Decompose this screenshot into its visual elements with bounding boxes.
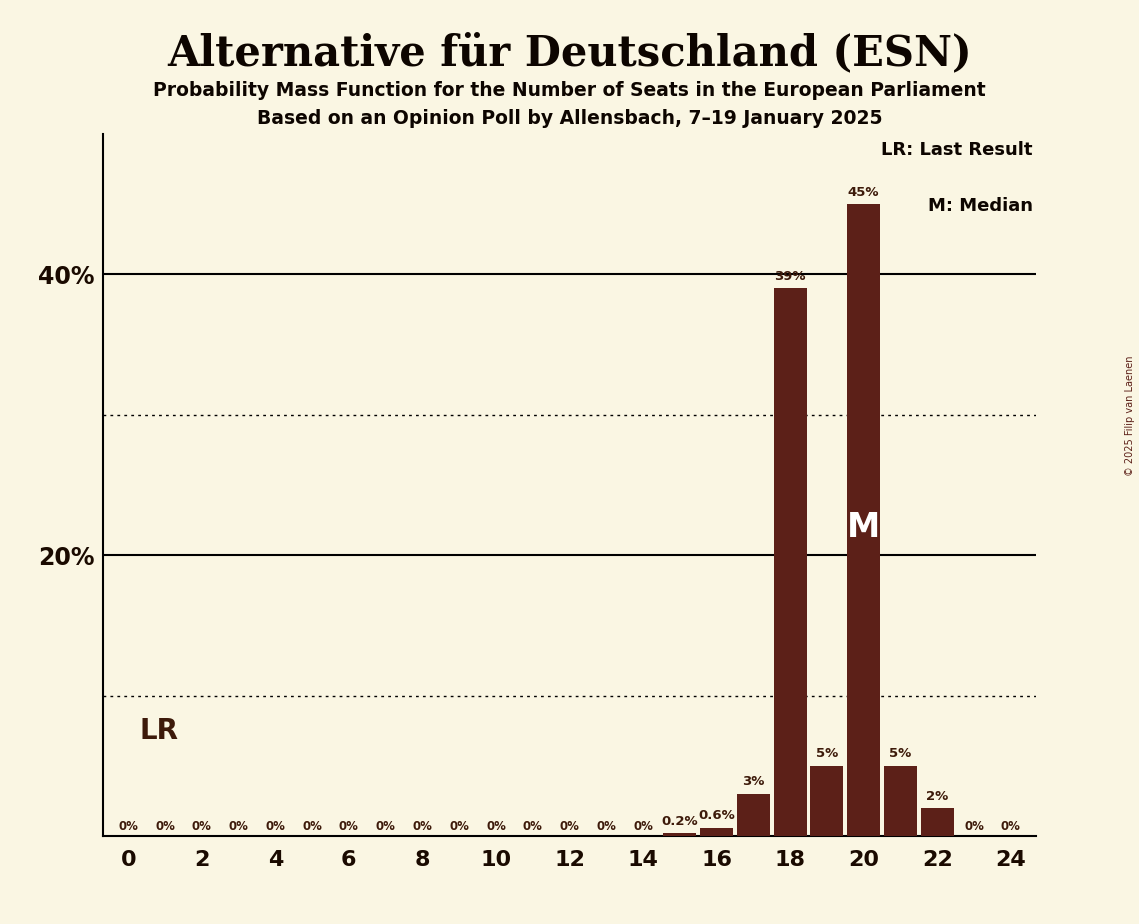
- Text: 0%: 0%: [486, 820, 506, 833]
- Text: 5%: 5%: [890, 748, 911, 760]
- Text: LR: LR: [139, 717, 179, 745]
- Text: 0%: 0%: [597, 820, 616, 833]
- Bar: [920, 808, 953, 836]
- Bar: [700, 828, 734, 836]
- Text: 0%: 0%: [376, 820, 395, 833]
- Text: 0%: 0%: [229, 820, 248, 833]
- Text: 0%: 0%: [265, 820, 285, 833]
- Text: 39%: 39%: [775, 270, 806, 283]
- Bar: [847, 204, 880, 836]
- Text: 0%: 0%: [118, 820, 138, 833]
- Bar: [773, 288, 806, 836]
- Text: 0%: 0%: [412, 820, 433, 833]
- Text: 0.6%: 0.6%: [698, 809, 735, 822]
- Text: 0%: 0%: [523, 820, 542, 833]
- Text: LR: Last Result: LR: Last Result: [882, 141, 1033, 159]
- Text: M: M: [847, 511, 880, 543]
- Text: 45%: 45%: [847, 186, 879, 199]
- Text: 3%: 3%: [743, 775, 764, 788]
- Text: 2%: 2%: [926, 789, 949, 803]
- Text: 0%: 0%: [559, 820, 580, 833]
- Text: 0%: 0%: [449, 820, 469, 833]
- Text: 0%: 0%: [302, 820, 322, 833]
- Bar: [810, 766, 844, 836]
- Text: 0%: 0%: [633, 820, 653, 833]
- Bar: [737, 794, 770, 836]
- Text: 0%: 0%: [339, 820, 359, 833]
- Text: 0%: 0%: [1001, 820, 1021, 833]
- Text: 0%: 0%: [191, 820, 212, 833]
- Text: © 2025 Filip van Laenen: © 2025 Filip van Laenen: [1125, 356, 1134, 476]
- Text: M: Median: M: Median: [928, 197, 1033, 215]
- Text: Alternative für Deutschland (ESN): Alternative für Deutschland (ESN): [167, 32, 972, 74]
- Text: 0%: 0%: [155, 820, 175, 833]
- Text: 0%: 0%: [964, 820, 984, 833]
- Text: 5%: 5%: [816, 748, 838, 760]
- Text: Probability Mass Function for the Number of Seats in the European Parliament: Probability Mass Function for the Number…: [153, 81, 986, 101]
- Text: 0.2%: 0.2%: [662, 815, 698, 828]
- Bar: [663, 833, 696, 836]
- Bar: [884, 766, 917, 836]
- Text: Based on an Opinion Poll by Allensbach, 7–19 January 2025: Based on an Opinion Poll by Allensbach, …: [256, 109, 883, 128]
